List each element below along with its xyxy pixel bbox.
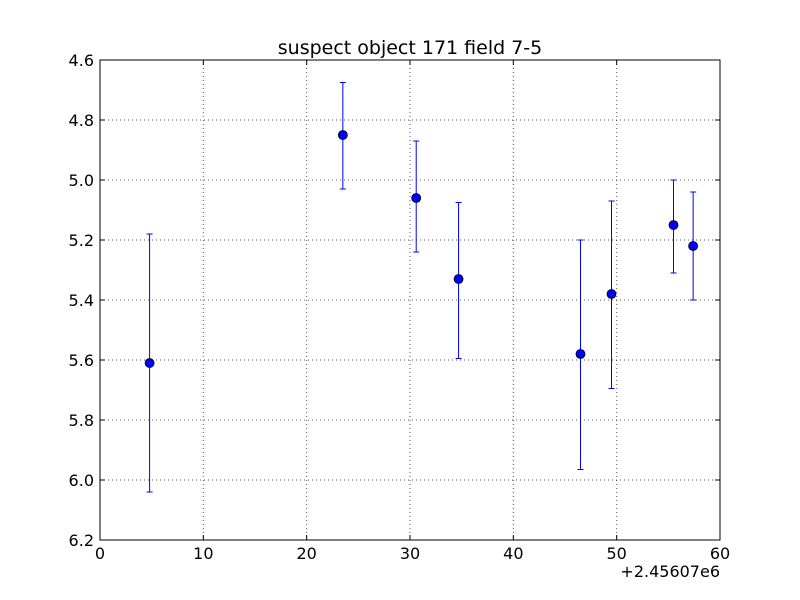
x-tick-label: 30 bbox=[400, 544, 420, 563]
y-tick-label: 4.8 bbox=[69, 111, 94, 130]
data-point bbox=[668, 220, 679, 230]
y-tick-label: 5.0 bbox=[69, 171, 94, 190]
data-point bbox=[606, 289, 617, 299]
x-tick-label-layer: 0 10 20 30 40 50 60 bbox=[95, 544, 730, 563]
data-point bbox=[144, 358, 155, 368]
y-tick-label: 4.6 bbox=[69, 51, 94, 70]
errorbar-layer bbox=[146, 82, 697, 493]
x-tick-label: 20 bbox=[296, 544, 316, 563]
data-point bbox=[575, 349, 586, 359]
y-tick-label: 6.2 bbox=[69, 531, 94, 550]
data-point bbox=[337, 130, 348, 140]
x-tick-label: 10 bbox=[193, 544, 213, 563]
y-tick-label: 5.2 bbox=[69, 231, 94, 250]
data-point bbox=[411, 193, 422, 203]
grid-layer bbox=[100, 60, 720, 540]
y-tick-label: 6.0 bbox=[69, 471, 94, 490]
point-layer bbox=[144, 130, 699, 368]
y-tick-label-layer: 4.6 4.8 5.0 5.2 5.4 5.6 5.8 6.0 6.2 bbox=[69, 51, 94, 550]
x-tick-label: 0 bbox=[95, 544, 105, 563]
chart-title: suspect object 171 field 7-5 bbox=[278, 37, 543, 59]
x-offset-label: +2.45607e6 bbox=[620, 562, 720, 581]
y-tick-label: 5.4 bbox=[69, 291, 94, 310]
y-tick-label: 5.8 bbox=[69, 411, 94, 430]
x-tick-label: 50 bbox=[606, 544, 626, 563]
x-tick-label: 60 bbox=[710, 544, 730, 563]
data-point bbox=[453, 274, 464, 284]
data-point bbox=[688, 241, 699, 251]
x-tick-label: 40 bbox=[503, 544, 523, 563]
tick-layer bbox=[99, 59, 721, 541]
y-tick-label: 5.6 bbox=[69, 351, 94, 370]
